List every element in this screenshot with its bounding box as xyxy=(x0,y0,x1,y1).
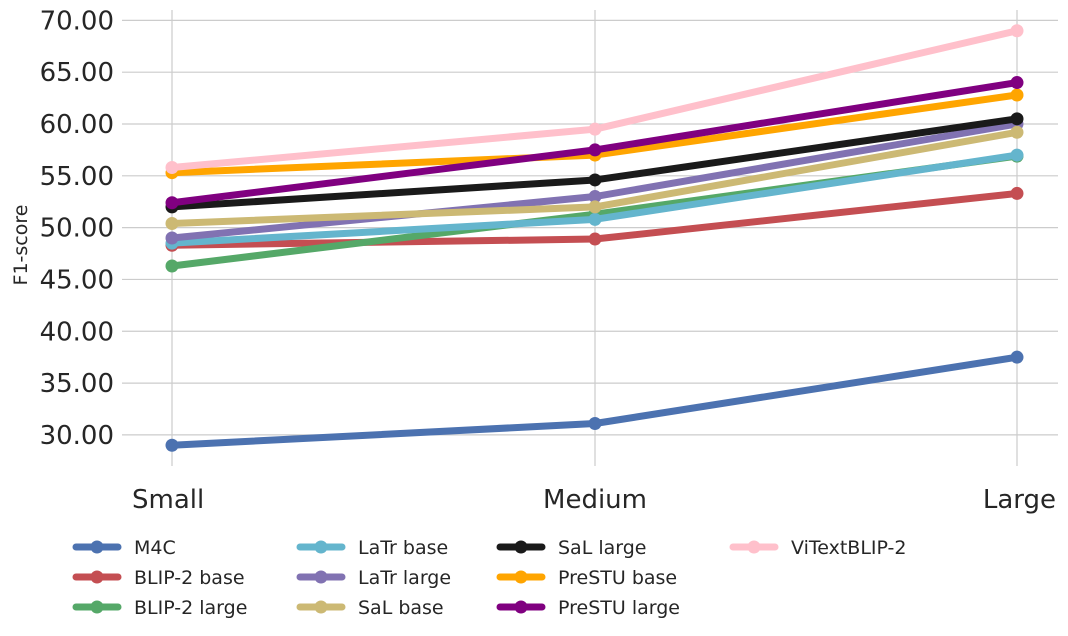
legend-swatch-marker xyxy=(514,600,528,614)
data-point xyxy=(588,122,602,136)
legend-item: PreSTU base xyxy=(496,567,677,589)
data-point xyxy=(165,161,179,175)
data-point xyxy=(165,231,179,245)
legend-swatch-marker xyxy=(314,570,328,584)
legend-item: BLIP-2 base xyxy=(72,567,245,589)
y-tick-label: 55.00 xyxy=(40,162,114,192)
data-point xyxy=(588,200,602,214)
y-tick-label: 60.00 xyxy=(40,110,114,140)
series-prestu-large xyxy=(165,76,1024,210)
legend: M4C BLIP-2 base BLIP-2 large LaTr base LaTr … xyxy=(72,537,907,619)
legend-label: LaTr base xyxy=(358,537,448,559)
legend-item: BLIP-2 large xyxy=(72,597,247,619)
legend-label: BLIP-2 base xyxy=(134,567,245,589)
data-point xyxy=(165,438,179,452)
y-tick-label: 50.00 xyxy=(40,214,114,244)
series-layer xyxy=(165,24,1024,452)
legend-swatch-marker xyxy=(514,570,528,584)
series-vitextblip-2 xyxy=(165,24,1024,175)
data-point xyxy=(588,212,602,226)
legend-label: ViTextBLIP-2 xyxy=(791,537,907,559)
legend-swatch-marker xyxy=(90,600,104,614)
data-point xyxy=(588,143,602,157)
legend-label: SaL base xyxy=(358,597,444,619)
legend-swatch-marker xyxy=(90,540,104,554)
legend-label: M4C xyxy=(134,537,176,559)
y-tick-label: 70.00 xyxy=(40,6,114,36)
legend-swatch-marker xyxy=(90,570,104,584)
data-point xyxy=(1010,112,1024,126)
legend-label: PreSTU large xyxy=(558,597,680,619)
legend-swatch-marker xyxy=(314,600,328,614)
data-point xyxy=(165,196,179,210)
y-tick-labels: 30.00 35.00 40.00 45.00 50.00 55.00 60.00 65.00… xyxy=(40,6,114,451)
legend-label: LaTr large xyxy=(358,567,451,589)
x-tick-label: Small xyxy=(132,485,204,515)
data-point xyxy=(165,216,179,230)
data-point xyxy=(1010,148,1024,162)
data-point xyxy=(588,232,602,246)
legend-item: LaTr base xyxy=(296,537,448,559)
x-tick-label: Large xyxy=(983,485,1056,515)
legend-item: ViTextBLIP-2 xyxy=(729,537,907,559)
y-tick-label: 35.00 xyxy=(40,369,114,399)
series-latr-base xyxy=(165,148,1024,250)
legend-label: SaL large xyxy=(558,537,646,559)
data-point xyxy=(1010,125,1024,139)
y-tick-label: 40.00 xyxy=(40,317,114,347)
legend-item: M4C xyxy=(72,537,176,559)
y-tick-label: 65.00 xyxy=(40,58,114,88)
legend-swatch-marker xyxy=(314,540,328,554)
legend-swatch-marker xyxy=(747,540,761,554)
data-point xyxy=(1010,186,1024,200)
series-m4c xyxy=(165,350,1024,452)
legend-label: PreSTU base xyxy=(558,567,677,589)
data-point xyxy=(1010,350,1024,364)
x-tick-label: Medium xyxy=(543,485,647,515)
data-point xyxy=(1010,88,1024,102)
y-axis-label: F1-score xyxy=(10,205,32,286)
data-point xyxy=(588,417,602,431)
legend-item: PreSTU large xyxy=(496,597,680,619)
x-tick-labels: Small Medium Large xyxy=(132,485,1056,515)
y-tick-label: 45.00 xyxy=(40,265,114,295)
legend-item: SaL large xyxy=(496,537,646,559)
legend-swatch-marker xyxy=(514,540,528,554)
data-point xyxy=(165,259,179,273)
data-point xyxy=(1010,24,1024,38)
data-point xyxy=(1010,76,1024,90)
legend-item: LaTr large xyxy=(296,567,451,589)
data-point xyxy=(588,173,602,187)
legend-item: SaL base xyxy=(296,597,444,619)
legend-label: BLIP-2 large xyxy=(134,597,247,619)
data-point xyxy=(588,190,602,204)
y-tick-label: 30.00 xyxy=(40,421,114,451)
series-sal-base xyxy=(165,125,1024,230)
